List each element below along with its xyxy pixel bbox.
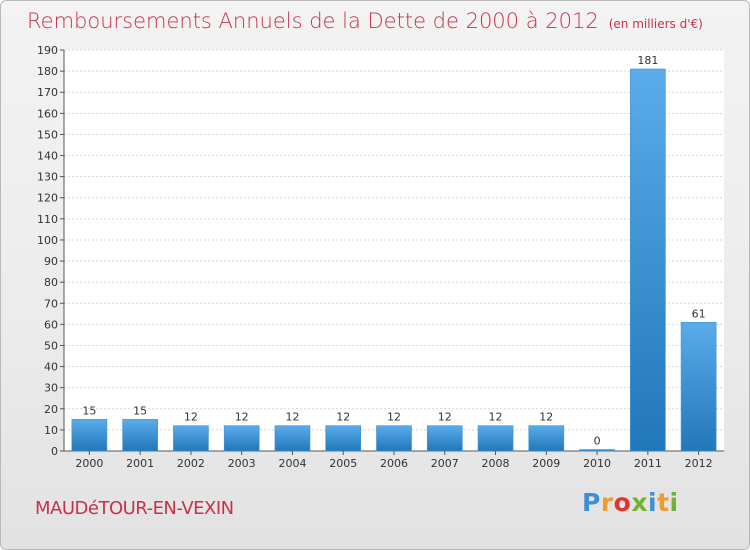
bar-value-label: 12 [387,411,401,424]
x-tick-label: 2006 [380,457,408,470]
x-tick-label: 2004 [278,457,306,470]
x-tick-label: 2001 [126,457,154,470]
y-tick-label: 0 [51,445,58,458]
logo-letter: x [631,488,648,517]
proxiti-logo: Proxiti [582,488,679,517]
x-tick-label: 2003 [228,457,256,470]
x-tick-label: 2005 [329,457,357,470]
bar [630,68,666,452]
bar-value-label: 15 [133,404,147,417]
bar [223,425,260,452]
bar [71,419,108,452]
x-tick-label: 2008 [482,457,510,470]
y-tick-label: 110 [37,213,58,226]
x-tick-label: 2011 [634,457,662,470]
bar-value-label: 12 [539,411,553,424]
y-tick-label: 130 [37,171,58,184]
y-tick-label: 60 [44,318,58,331]
logo-letter: o [613,488,632,517]
chart-title-block: Remboursements Annuels de la Dette de 20… [27,9,703,33]
y-tick-label: 70 [44,297,58,310]
bar-value-label: 61 [692,307,706,320]
logo-letter: i [669,488,679,517]
logo-letter: r [600,488,614,517]
y-tick-label: 10 [44,424,58,437]
bar-value-label: 12 [489,411,503,424]
y-tick-label: 160 [37,107,58,120]
bar [680,321,717,452]
x-tick-label: 2009 [532,457,560,470]
logo-letter: i [648,488,658,517]
y-tick-label: 190 [37,44,58,57]
bar [325,425,362,452]
bar-value-label: 12 [184,411,198,424]
x-tick-label: 2010 [583,457,611,470]
plot-area [64,50,724,451]
y-tick-label: 170 [37,86,58,99]
bar-value-label: 0 [594,435,601,448]
y-tick-label: 100 [37,234,58,247]
x-tick-label: 2000 [75,457,103,470]
bar [376,425,412,452]
bar-value-label: 181 [637,54,658,67]
y-tick-label: 30 [44,382,58,395]
x-tick-label: 2002 [177,457,205,470]
commune-name: MAUDéTOUR-EN-VEXIN [35,498,234,519]
logo-letter: t [657,488,670,517]
y-tick-label: 20 [44,403,58,416]
x-tick-label: 2007 [431,457,459,470]
bar [122,419,158,452]
chart-subtitle: (en milliers d'€) [608,17,703,31]
bar-value-label: 12 [438,411,452,424]
y-tick-label: 40 [44,361,58,374]
y-tick-label: 140 [37,150,58,163]
y-tick-label: 150 [37,128,58,141]
y-tick-label: 50 [44,339,58,352]
y-tick-label: 180 [37,65,58,78]
bar-value-label: 12 [285,411,299,424]
bar-value-label: 12 [235,411,249,424]
y-tick-label: 80 [44,276,58,289]
bar [477,425,514,452]
bar [274,425,311,452]
bar [173,425,209,452]
bar-value-label: 15 [82,404,96,417]
chart-title: Remboursements Annuels de la Dette de 20… [27,9,599,33]
logo-letter: P [582,488,601,517]
bar [528,425,565,452]
bar [579,449,615,452]
y-tick-label: 120 [37,192,58,205]
bar-value-label: 12 [336,411,350,424]
y-tick-label: 90 [44,255,58,268]
bar [426,425,463,452]
x-tick-label: 2012 [685,457,713,470]
